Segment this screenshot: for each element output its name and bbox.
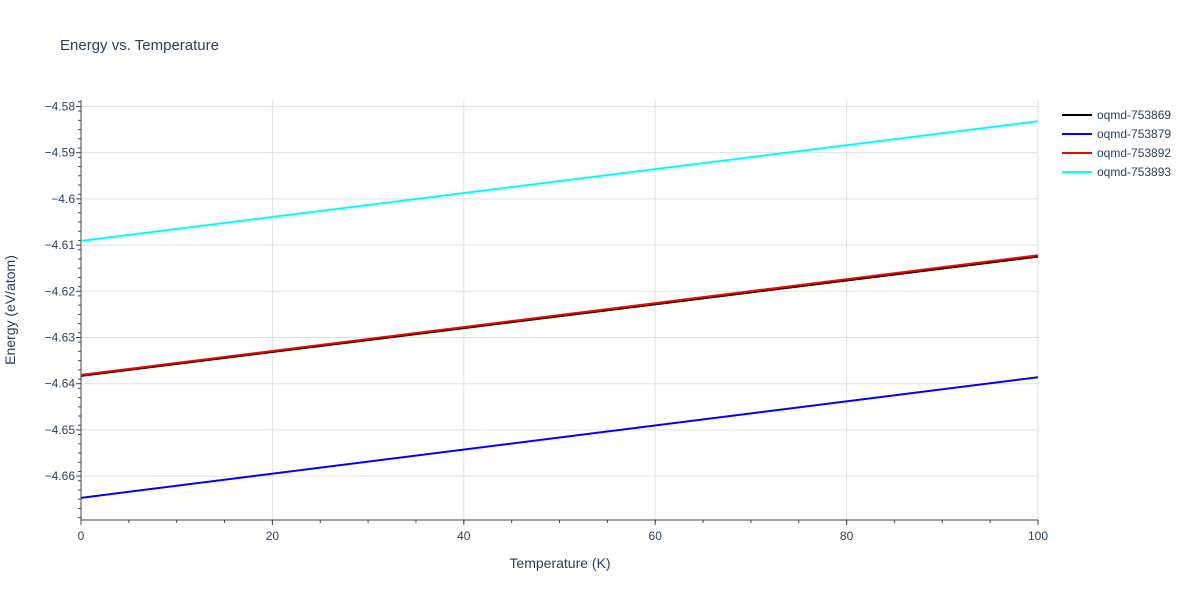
- legend-label: oqmd-753893: [1097, 165, 1171, 179]
- series-line-oqmd-753879: [80, 376, 1039, 499]
- axes: [76, 100, 1039, 525]
- y-tick-label: −4.58: [45, 99, 76, 113]
- series-line-oqmd-753893: [80, 120, 1039, 242]
- grid: [81, 100, 1039, 520]
- tick-labels: −4.58 −4.59 −4.6 −4.61 −4.62 −4.63 −4.64 −4.65 −…: [45, 99, 1049, 543]
- y-tick-label: −4.64: [45, 377, 76, 391]
- legend-label: oqmd-753869: [1097, 108, 1171, 122]
- x-tick-label: 20: [266, 529, 280, 543]
- legend: oqmd-753869 oqmd-753879 oqmd-753892 oqmd-75…: [1062, 108, 1171, 179]
- series-lines: [80, 120, 1039, 499]
- legend-label: oqmd-753892: [1097, 146, 1171, 160]
- x-tick-label: 100: [1028, 529, 1048, 543]
- y-tick-label: −4.66: [45, 469, 76, 483]
- chart-title: Energy vs. Temperature: [60, 37, 219, 54]
- x-tick-label: 40: [457, 529, 471, 543]
- y-axis-title: Energy (eV/atom): [2, 255, 18, 365]
- x-tick-label: 80: [840, 529, 854, 543]
- y-tick-label: −4.61: [45, 238, 76, 252]
- legend-label: oqmd-753879: [1097, 127, 1171, 141]
- x-tick-label: 60: [649, 529, 663, 543]
- y-tick-label: −4.6: [51, 192, 75, 206]
- x-tick-label: 0: [78, 529, 85, 543]
- x-axis-title: Temperature (K): [509, 555, 610, 571]
- y-tick-label: −4.62: [45, 284, 76, 298]
- series-line-oqmd-753892: [80, 254, 1039, 376]
- y-tick-label: −4.63: [45, 330, 76, 344]
- y-tick-label: −4.65: [45, 423, 76, 437]
- y-tick-label: −4.59: [45, 146, 76, 160]
